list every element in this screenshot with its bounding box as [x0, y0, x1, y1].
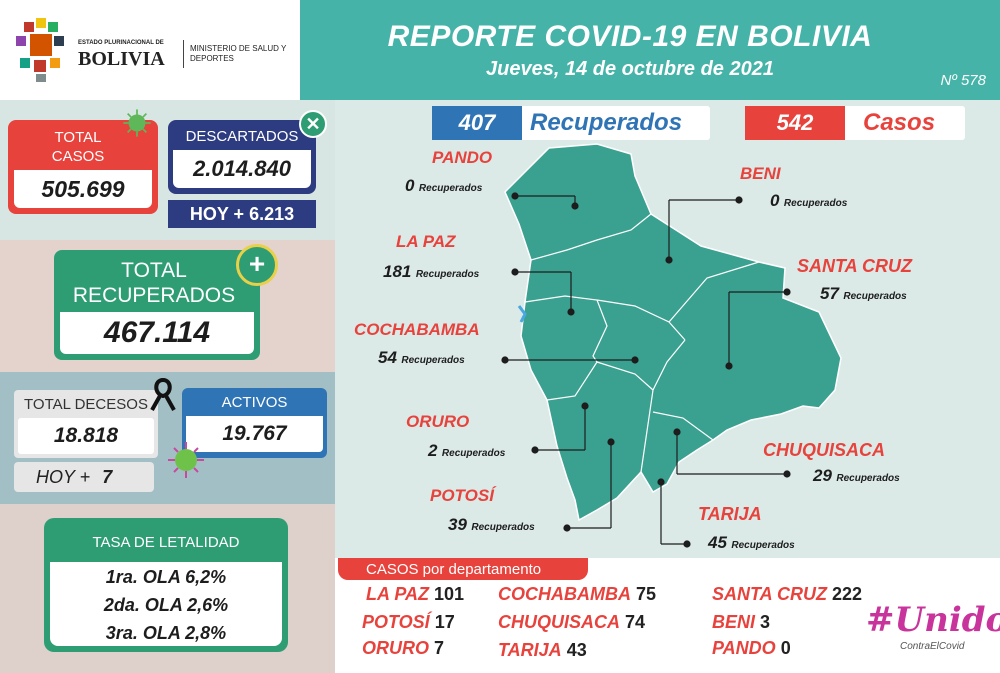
total-recovered-label: TOTAL RECUPERADOS	[72, 259, 236, 307]
case-item: PANDO 0	[712, 638, 791, 658]
dept-lapaz-name: LA PAZ	[396, 232, 456, 251]
total-cases-value: 505.699	[14, 170, 152, 208]
dept-tarija-recovered: 45 Recuperados	[708, 533, 795, 552]
dept-potosi-name: POTOSÍ	[430, 486, 494, 505]
lethality-title: TASA DE LETALIDAD	[92, 534, 240, 551]
total-deaths-value: 18.818	[18, 418, 154, 454]
total-recovered-value: 467.114	[60, 312, 254, 354]
lethality-row: 3ra. OLA 2,8%	[105, 623, 227, 643]
daily-cases-pill: 542 Casos	[745, 106, 965, 140]
logo-state-text: ESTADO PLURINACIONAL DE	[78, 40, 164, 46]
deaths-today-label: HOY +	[36, 466, 91, 487]
campaign-logo: #Unidos	[866, 600, 1000, 640]
dept-cochabamba-recovered: 54 Recuperados	[378, 348, 465, 367]
daily-recovered-pill: 407 Recuperados	[432, 106, 710, 140]
lethality-row: 2da. OLA 2,6%	[103, 595, 229, 615]
virus-icon	[168, 442, 204, 478]
case-item: BENI 3	[712, 612, 771, 632]
case-item: CHUQUISACA 74	[498, 612, 646, 632]
dept-potosi-recovered: 39 Recuperados	[448, 515, 535, 534]
case-item: LA PAZ 101	[366, 584, 465, 604]
bolivia-map	[501, 143, 842, 548]
total-deaths-label: TOTAL DECESOS	[24, 396, 148, 413]
deaths-today-box: HOY + 7	[14, 462, 154, 492]
dept-santacruz-name: SANTA CRUZ	[797, 256, 912, 276]
dept-cochabamba-name: COCHABAMBA	[354, 320, 480, 339]
logo-ministry-text: MINISTERIO DE SALUD Y DEPORTES	[190, 44, 287, 63]
cases-by-department-title: CASOS por departamento	[338, 558, 588, 580]
discarded-today: HOY + 6.213	[168, 200, 316, 228]
dept-santacruz-recovered: 57 Recuperados	[820, 284, 907, 303]
dept-oruro-name: ORURO	[406, 412, 470, 431]
bolivia-emblem-icon	[16, 18, 64, 82]
dept-chuquisaca-recovered: 29 Recuperados	[813, 466, 900, 485]
logo-bolivia-text: BOLIVIA	[78, 48, 165, 70]
dept-oruro-recovered: 2 Recuperados	[428, 441, 506, 460]
daily-cases-value: 542	[745, 106, 845, 140]
lethality-row: 1ra. OLA 6,2%	[105, 567, 227, 587]
logo-divider	[183, 40, 184, 68]
mourning-ribbon-icon	[150, 377, 176, 411]
dept-lapaz-recovered: 181 Recuperados	[383, 262, 480, 281]
dept-pando-recovered: 0 Recuperados	[405, 176, 483, 195]
dept-chuquisaca-name: CHUQUISACA	[763, 440, 886, 460]
plus-icon: +	[236, 244, 278, 286]
report-date: Jueves, 14 de octubre de 2021	[486, 58, 774, 80]
case-item: SANTA CRUZ 222	[712, 584, 863, 604]
daily-recovered-label: Recuperados	[530, 109, 683, 136]
dept-pando-name: PANDO	[432, 148, 493, 167]
deaths-today-value: 7	[102, 466, 113, 487]
discarded-label: DESCARTADOS	[185, 128, 299, 145]
daily-recovered-value: 407	[432, 106, 522, 140]
active-label: ACTIVOS	[221, 394, 288, 411]
case-item: POTOSÍ 17	[362, 612, 455, 632]
virus-icon	[123, 109, 151, 137]
dept-beni-name: BENI	[740, 164, 781, 183]
case-item: TARIJA 43	[498, 640, 587, 660]
total-cases-label: TOTAL CASOS	[51, 129, 105, 165]
page-title: REPORTE COVID-19 EN BOLIVIA	[387, 20, 873, 53]
case-item: ORURO 7	[362, 638, 445, 658]
dept-tarija-name: TARIJA	[698, 504, 762, 524]
report-number: Nº 578	[940, 72, 986, 89]
campaign-subtitle: ContraElCovid	[900, 641, 965, 652]
lethality-body	[50, 562, 282, 646]
daily-cases-label: Casos	[863, 109, 936, 136]
active-value: 19.767	[186, 416, 323, 452]
case-item: COCHABAMBA 75	[498, 584, 657, 604]
header-banner	[300, 0, 1000, 100]
dept-beni-recovered: 0 Recuperados	[770, 191, 848, 210]
discarded-value: 2.014.840	[173, 150, 311, 188]
close-icon: ✕	[299, 110, 327, 138]
